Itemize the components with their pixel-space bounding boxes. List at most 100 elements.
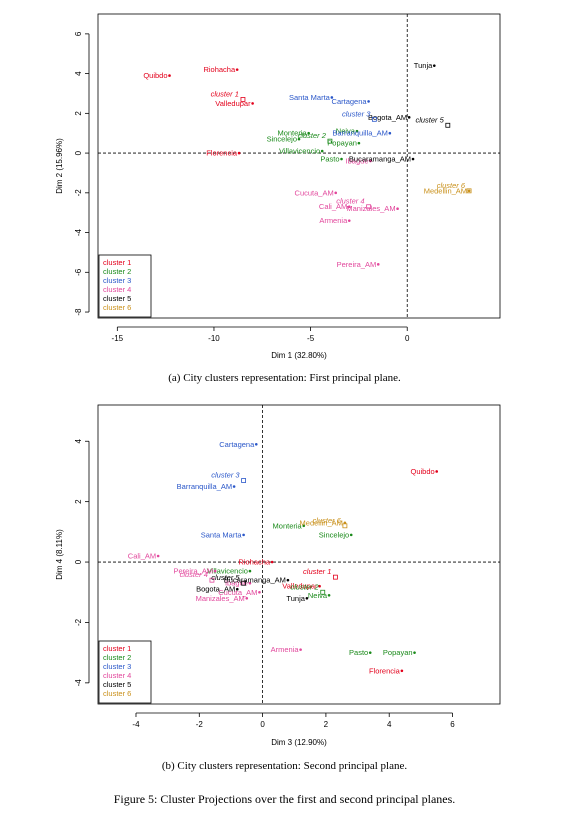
point-riohacha xyxy=(270,560,274,564)
centroid-cluster-4 xyxy=(366,204,371,210)
legend-entry-cluster-6: cluster 6 xyxy=(103,303,131,312)
point-quibdo xyxy=(435,470,438,473)
point-label-valledupar: Valledupar xyxy=(282,582,318,591)
point-label-medellin-am: Medellin_AM xyxy=(300,518,343,527)
legend-entry-cluster-2: cluster 2 xyxy=(103,653,131,662)
point-tunja xyxy=(305,596,309,600)
point-label-cartagena: Cartagena xyxy=(332,97,368,106)
point-cartagena xyxy=(367,100,370,103)
caption-first-plane: (a) City clusters representation: First … xyxy=(168,372,401,384)
point-barranquilla-am xyxy=(388,131,392,135)
point-label-florencia: Florencia xyxy=(369,666,401,675)
centroid-cluster-6 xyxy=(466,188,472,194)
point-label-cali-am: Cali_AM xyxy=(128,552,156,561)
point-label-ibague: Ibague xyxy=(346,157,369,166)
point-santa-marta xyxy=(242,533,245,537)
point-label-quibdo: Quibdo xyxy=(411,467,435,476)
point-label-bogota-am: Bogota_AM xyxy=(368,113,407,122)
point-label-pasto: Pasto xyxy=(349,648,368,657)
y-tick-label: 4 xyxy=(74,438,83,443)
legend-entry-cluster-4: cluster 4 xyxy=(103,671,131,680)
centroid-cluster-1 xyxy=(333,574,338,580)
point-label-barranquilla-am: Barranquilla_AM xyxy=(177,482,232,491)
centroid-label-cluster-4: cluster 4 xyxy=(336,197,364,206)
x-tick-label: 0 xyxy=(405,334,410,343)
point-label-bucaramanga-am: Bucaramanga_AM xyxy=(224,576,286,585)
point-pereira-am xyxy=(376,263,380,266)
point-label-manizales-am: Manizales_AM xyxy=(196,594,245,603)
point-neiva xyxy=(355,129,359,133)
point-label-santa-marta: Santa Marta xyxy=(201,530,243,539)
point-label-medellin-am: Medellin_AM xyxy=(424,186,467,195)
point-cartagena xyxy=(254,442,258,446)
point-label-barranquilla-am: Barranquilla_AM xyxy=(332,129,387,138)
point-bogota-am xyxy=(235,587,239,591)
figure-caption: Figure 5: Cluster Projections over the f… xyxy=(113,792,456,806)
centroid-cluster-4 xyxy=(209,577,215,583)
centroid-cluster-5 xyxy=(445,122,451,128)
point-sincelejo xyxy=(349,533,353,537)
y-tick-label: -8 xyxy=(74,308,83,316)
point-pereira-am xyxy=(213,569,217,573)
x-tick-label: -2 xyxy=(196,720,204,729)
point-monteria xyxy=(307,131,310,135)
point-riohacha xyxy=(235,68,239,71)
y-axis-label: Dim 2 (15.96%) xyxy=(55,138,64,194)
point-manizales-am xyxy=(396,207,399,211)
point-cali-am xyxy=(347,205,351,209)
centroid-cluster-5 xyxy=(241,580,247,586)
legend-entry-cluster-1: cluster 1 xyxy=(103,258,131,267)
point-label-bucaramanga-am: Bucaramanga_AM xyxy=(349,155,411,164)
centroid-label-cluster-4: cluster 4 xyxy=(180,570,208,579)
point-label-valledupar: Valledupar xyxy=(215,99,251,108)
centroid-cluster-2 xyxy=(320,589,326,595)
point-label-popayan: Popayan xyxy=(327,139,357,148)
legend-entry-cluster-5: cluster 5 xyxy=(103,294,131,303)
point-florencia xyxy=(237,151,241,155)
scatter-plot-first-plane: -15 -10 -5 0 -8 -6 -4 -2 0 2 4 6 Dim 1 (32.80%) Dim 2… xyxy=(0,0,569,400)
point-label-neiva: Neiva xyxy=(336,127,356,136)
y-tick-label: -2 xyxy=(74,189,83,197)
plot-frame xyxy=(97,13,501,319)
plot-frame xyxy=(97,404,501,705)
centroid-cluster-2 xyxy=(327,138,333,144)
point-label-popayan: Popayan xyxy=(383,648,413,657)
centroid-label-cluster-6: cluster 6 xyxy=(313,516,342,525)
point-barranquilla-am xyxy=(232,485,236,488)
point-armenia xyxy=(299,648,302,651)
point-label-cucuta-am: Cucuta_AM xyxy=(295,188,334,197)
x-tick-label: 0 xyxy=(260,720,265,729)
x-tick-label: 6 xyxy=(450,720,455,729)
point-label-florencia: Florencia xyxy=(206,149,238,158)
point-label-sincelejo: Sincelejo xyxy=(319,530,349,539)
point-cali-am xyxy=(156,554,160,558)
legend-entry-cluster-5: cluster 5 xyxy=(103,680,131,689)
point-quibdo xyxy=(168,74,171,77)
x-axis-label: Dim 3 (12.90%) xyxy=(271,738,327,747)
caption-second-plane: (b) City clusters representation: Second… xyxy=(161,760,408,772)
point-label-tunja: Tunja xyxy=(286,594,305,603)
point-cucuta-am xyxy=(334,191,338,195)
point-label-tunja: Tunja xyxy=(414,61,433,70)
scatter-plot-first-plane-svg: -15 -10 -5 0 -8 -6 -4 -2 0 2 4 6 Dim 1 (32.80%) Dim 2… xyxy=(55,13,501,360)
point-label-monteria: Monteria xyxy=(277,129,307,138)
point-cucuta-am xyxy=(258,590,261,594)
centroid-label-cluster-2: cluster 2 xyxy=(298,131,327,140)
centroid-cluster-3 xyxy=(241,478,247,483)
point-label-riohacha: Riohacha xyxy=(238,558,271,567)
point-label-villavicencio: Villavicencio xyxy=(279,147,320,156)
point-bucaramanga-am xyxy=(411,157,415,161)
legend-entry-cluster-6: cluster 6 xyxy=(103,689,131,698)
point-popayan xyxy=(413,651,416,654)
centroid-cluster-1 xyxy=(240,97,246,102)
point-label-pereira-am: Pereira_AM xyxy=(174,567,214,576)
point-label-santa-marta: Santa Marta xyxy=(289,93,331,102)
centroid-label-cluster-5: cluster 5 xyxy=(415,115,444,124)
y-tick-label: 2 xyxy=(74,111,83,116)
point-pasto xyxy=(340,157,343,161)
point-label-riohacha: Riohacha xyxy=(203,65,236,74)
point-florencia xyxy=(400,669,404,673)
point-label-villavicencio: Villavicencio xyxy=(207,567,248,576)
y-axis-label: Dim 4 (8.11%) xyxy=(55,529,64,580)
point-medellin-am xyxy=(467,189,471,193)
